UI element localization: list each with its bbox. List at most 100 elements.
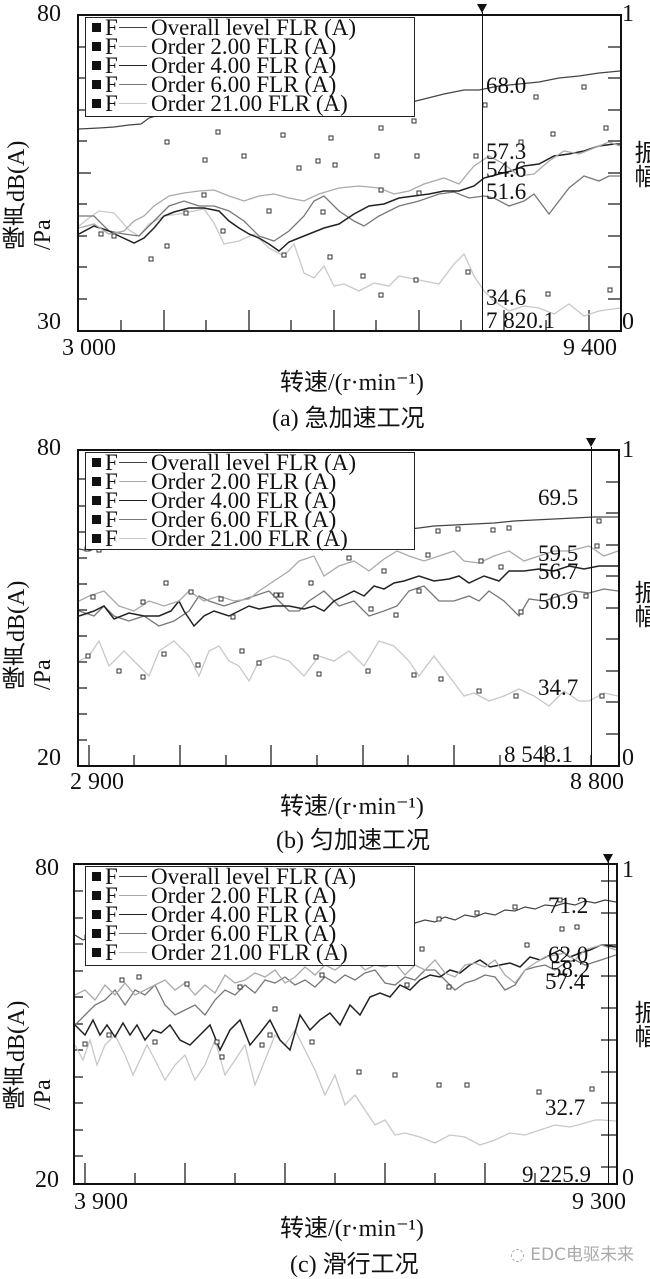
plot-svg bbox=[79, 46, 620, 330]
legend-item-overall: F Overall level FLR (A) bbox=[92, 451, 410, 474]
cursor-value-order-4: 56.7 bbox=[538, 559, 579, 584]
wechat-icon: ◌ bbox=[510, 1245, 531, 1265]
cursor-value-order-21: 34.6 bbox=[486, 285, 527, 310]
y-axis-label: 噪声dB(A) /Pa bbox=[4, 960, 56, 1110]
legend-item-order-4: F Order 4.00 FLR (A) bbox=[92, 54, 410, 77]
legend-marker-icon bbox=[92, 929, 101, 938]
y-right-tick-bottom: 0 bbox=[622, 1165, 634, 1191]
legend-marker-icon bbox=[92, 872, 101, 881]
legend-marker-icon bbox=[92, 80, 101, 89]
cursor-line[interactable] bbox=[482, 12, 483, 332]
plot-area: F Overall level FLR (A) F Order 2.00 FLR (… bbox=[77, 449, 620, 767]
cursor-marker-icon[interactable] bbox=[586, 438, 596, 447]
cursor-marker-icon[interactable] bbox=[603, 854, 613, 863]
cursor-value-order-2: 62.0 bbox=[548, 942, 589, 967]
legend-marker-icon bbox=[92, 891, 101, 900]
y-right-tick-top: 1 bbox=[622, 1, 634, 27]
x-axis-label: 转速/(r·min⁻¹) bbox=[280, 794, 424, 820]
cursor-rpm-value: 8 548.1 bbox=[504, 742, 573, 767]
legend-marker-icon bbox=[92, 458, 101, 467]
legend-line-icon bbox=[119, 46, 147, 47]
legend-line-icon bbox=[119, 914, 147, 915]
legend-marker-icon bbox=[92, 23, 101, 32]
panel-a: 80 30 1 0 噪声dB(A) /Pa 振幅 bbox=[0, 0, 650, 432]
cursor-value-order-2: 59.5 bbox=[538, 541, 579, 566]
cursor-value-order-21: 32.7 bbox=[545, 1095, 586, 1120]
y-axis-right-label: 振幅 bbox=[630, 1000, 650, 1048]
legend-marker-icon bbox=[92, 515, 101, 524]
y-axis-label-line1: 噪声dB(A) bbox=[4, 1000, 30, 1110]
legend: F Overall level FLR (A) F Order 2.00 FLR (… bbox=[85, 16, 415, 117]
legend-item-order-6: F Order 6.00 FLR (A) bbox=[92, 73, 410, 96]
plot-area: F Overall level FLR (A) F Order 2.00 FLR (… bbox=[77, 14, 622, 332]
y-axis-label-line1: 噪声dB(A) bbox=[4, 580, 30, 690]
legend-line-icon bbox=[119, 876, 147, 877]
legend-line-icon bbox=[119, 519, 147, 520]
cursor-value-overall: 68.0 bbox=[486, 73, 527, 98]
legend: F Overall level FLR (A) F Order 2.00 FLR (… bbox=[85, 865, 415, 966]
cursor-rpm-value: 7 820.1 bbox=[486, 308, 555, 333]
cursor-value-order-4: 58.2 bbox=[550, 957, 591, 982]
legend-line-icon bbox=[119, 84, 147, 85]
legend-item-order-21: F Order 21.00 FLR (A) bbox=[92, 941, 410, 964]
legend-line-icon bbox=[119, 895, 147, 896]
x-tick-right: 8 800 bbox=[570, 769, 624, 795]
cursor-line[interactable] bbox=[591, 447, 592, 767]
cursor-marker-icon[interactable] bbox=[477, 4, 487, 13]
legend-line-icon bbox=[119, 103, 147, 104]
cursor-value-order-4: 54.6 bbox=[486, 157, 527, 182]
y-tick-bottom: 20 bbox=[35, 1167, 59, 1193]
figure-caption: (a) 急加速工况 bbox=[272, 406, 425, 432]
y-axis-right-label: 振幅 bbox=[630, 580, 650, 628]
legend-marker-icon bbox=[92, 948, 101, 957]
legend-marker-icon bbox=[92, 99, 101, 108]
cursor-value-order-6: 50.9 bbox=[538, 589, 579, 614]
x-axis-label: 转速/(r·min⁻¹) bbox=[280, 370, 424, 396]
y-tick-top: 80 bbox=[37, 435, 61, 461]
legend-item-order-6: F Order 6.00 FLR (A) bbox=[92, 922, 410, 945]
legend-line-icon bbox=[119, 27, 147, 28]
legend-line-icon bbox=[119, 952, 147, 953]
legend-marker-icon bbox=[92, 61, 101, 70]
cursor-value-order-21: 34.7 bbox=[538, 675, 579, 700]
legend-item-order-2: F Order 2.00 FLR (A) bbox=[92, 35, 410, 58]
legend-marker-icon bbox=[92, 477, 101, 486]
legend-line-icon bbox=[119, 481, 147, 482]
y-right-tick-top: 1 bbox=[622, 857, 634, 883]
legend-item-order-21: F Order 21.00 FLR (A) bbox=[92, 92, 410, 115]
plot-area: F Overall level FLR (A) F Order 2.00 FLR (… bbox=[73, 863, 618, 1185]
y-tick-top: 80 bbox=[37, 1, 61, 27]
legend-item-order-2: F Order 2.00 FLR (A) bbox=[92, 470, 410, 493]
y-axis-right-label: 振幅 bbox=[630, 140, 650, 188]
y-axis-label: 噪声dB(A) /Pa bbox=[4, 100, 56, 250]
watermark: ◌ EDC电驱未来 bbox=[510, 1240, 634, 1265]
y-axis-label-line2: /Pa bbox=[30, 659, 56, 690]
legend-line-icon bbox=[119, 933, 147, 934]
legend-item-order-4: F Order 4.00 FLR (A) bbox=[92, 903, 410, 926]
y-axis-label: 噪声dB(A) /Pa bbox=[4, 540, 56, 690]
x-axis-label: 转速/(r·min⁻¹) bbox=[280, 1216, 424, 1242]
legend-line-icon bbox=[119, 65, 147, 66]
legend-item-order-4: F Order 4.00 FLR (A) bbox=[92, 489, 410, 512]
x-tick-right: 9 300 bbox=[572, 1189, 626, 1215]
cursor-value-order-6: 51.6 bbox=[486, 179, 527, 204]
legend-marker-icon bbox=[92, 496, 101, 505]
y-axis-label-line2: /Pa bbox=[30, 1079, 56, 1110]
cursor-line[interactable] bbox=[608, 861, 609, 1185]
x-tick-left: 2 900 bbox=[70, 769, 124, 795]
legend-marker-icon bbox=[92, 910, 101, 919]
y-tick-top: 80 bbox=[35, 855, 59, 881]
cursor-value-order-2: 57.3 bbox=[486, 139, 527, 164]
y-right-tick-bottom: 0 bbox=[622, 745, 634, 771]
figure-caption: (b) 匀加速工况 bbox=[276, 828, 430, 854]
legend-marker-icon bbox=[92, 42, 101, 51]
y-tick-bottom: 20 bbox=[37, 745, 61, 771]
cursor-rpm-value: 9 225.9 bbox=[522, 1162, 591, 1187]
legend-item-order-6: F Order 6.00 FLR (A) bbox=[92, 508, 410, 531]
x-tick-left: 3 000 bbox=[62, 335, 116, 361]
x-tick-right: 9 400 bbox=[563, 335, 617, 361]
legend-item-order-21: F Order 21.00 FLR (A) bbox=[92, 527, 410, 550]
legend-line-icon bbox=[119, 462, 147, 463]
cursor-value-order-6: 57.4 bbox=[545, 969, 586, 994]
y-tick-bottom: 30 bbox=[37, 309, 61, 335]
